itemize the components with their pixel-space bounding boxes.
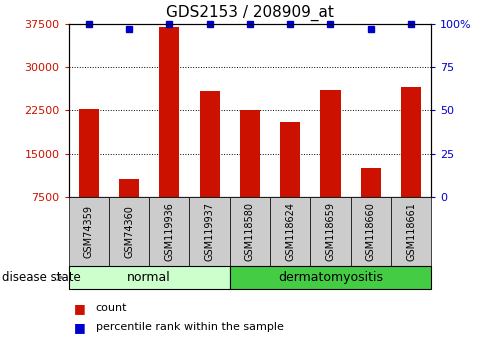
Bar: [280, 122, 300, 197]
Bar: [109, 197, 149, 266]
Text: GSM118624: GSM118624: [285, 201, 295, 261]
Bar: [119, 179, 139, 197]
Text: count: count: [96, 303, 127, 313]
Text: GSM118660: GSM118660: [366, 202, 376, 260]
Bar: [230, 197, 270, 266]
Text: normal: normal: [127, 271, 171, 284]
Bar: [149, 197, 190, 266]
Text: GSM118580: GSM118580: [245, 201, 255, 261]
Bar: [69, 266, 230, 289]
Bar: [310, 197, 351, 266]
Bar: [391, 197, 431, 266]
Bar: [240, 110, 260, 197]
Text: dermatomyositis: dermatomyositis: [278, 271, 383, 284]
Text: GSM119936: GSM119936: [164, 202, 174, 260]
Title: GDS2153 / 208909_at: GDS2153 / 208909_at: [166, 5, 334, 21]
Text: percentile rank within the sample: percentile rank within the sample: [96, 322, 283, 332]
Bar: [69, 197, 109, 266]
Bar: [401, 87, 421, 197]
Bar: [351, 197, 391, 266]
Bar: [361, 168, 381, 197]
Text: ■: ■: [74, 321, 85, 334]
Text: GSM74359: GSM74359: [84, 205, 94, 258]
Text: GSM118661: GSM118661: [406, 202, 416, 260]
Bar: [79, 109, 99, 197]
Text: GSM74360: GSM74360: [124, 205, 134, 258]
Text: disease state: disease state: [2, 271, 81, 284]
Bar: [159, 27, 179, 197]
Bar: [190, 197, 230, 266]
Text: GSM118659: GSM118659: [325, 201, 336, 261]
Text: GSM119937: GSM119937: [205, 201, 215, 261]
Bar: [270, 197, 310, 266]
Bar: [199, 91, 220, 197]
Text: ■: ■: [74, 302, 85, 315]
Bar: [320, 90, 341, 197]
Bar: [230, 266, 431, 289]
